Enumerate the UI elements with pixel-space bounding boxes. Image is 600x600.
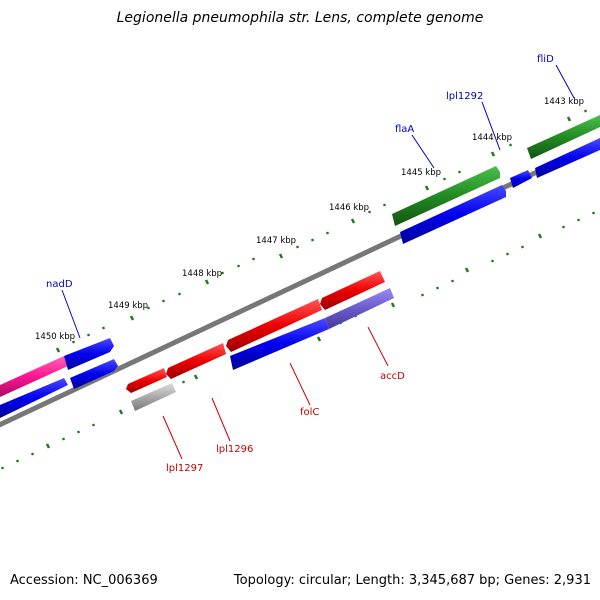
feature-flaA-cds[interactable] (400, 185, 506, 244)
gene-label-fliD[interactable]: fliD (537, 54, 554, 65)
forward-features (0, 115, 600, 418)
feature-folC-cds[interactable] (230, 318, 329, 370)
major-tick (204, 279, 210, 285)
scale-label-1449: 1449 kbp (108, 301, 148, 311)
accession-text: Accession: NC_006369 (10, 573, 158, 588)
feature-lpl1297-pseudo[interactable] (131, 383, 176, 411)
major-tick (316, 336, 322, 342)
major-tick (55, 347, 61, 353)
gene-label-folC[interactable]: folC (300, 407, 319, 418)
feature-folC-gene[interactable] (226, 299, 322, 352)
gene-label-accD[interactable]: accD (380, 371, 405, 382)
scale-label-1448: 1448 kbp (182, 269, 222, 279)
leader-flaA (411, 134, 435, 169)
major-tick (537, 233, 543, 239)
scale-label-1444: 1444 kbp (472, 133, 512, 143)
leader-lpl1292 (481, 101, 501, 151)
reverse-features (126, 271, 394, 411)
major-tick (129, 315, 135, 321)
gene-label-flaA[interactable]: flaA (395, 124, 414, 135)
feature-flaA-gene[interactable] (392, 166, 500, 226)
feature-lpl1297-gene[interactable] (126, 368, 167, 393)
leader-folC (289, 362, 311, 406)
major-tick (464, 267, 470, 273)
feature-fliD-gene[interactable] (527, 115, 600, 159)
major-tick (193, 374, 199, 380)
leader-nadD (61, 289, 81, 339)
scale-label-1450: 1450 kbp (35, 332, 75, 342)
leader-lpl1297 (162, 415, 183, 460)
feature-accD-overlap[interactable] (325, 288, 394, 329)
gene-label-lpl1296[interactable]: lpl1296 (216, 444, 253, 455)
feature-fliD-cds[interactable] (535, 138, 600, 178)
scale-label-1447: 1447 kbp (256, 236, 296, 246)
feature-lpl1292-cds[interactable] (510, 170, 532, 188)
feature-nadD-cds-b[interactable] (0, 378, 68, 418)
leader-fliD (555, 64, 575, 99)
gene-label-lpl1292[interactable]: lpl1292 (446, 91, 483, 102)
outer-tick-ring (55, 109, 588, 353)
major-tick (390, 302, 396, 308)
major-tick (350, 218, 356, 224)
feature-accD-gene[interactable] (320, 271, 385, 310)
gene-label-nadD[interactable]: nadD (46, 279, 73, 290)
major-tick (424, 185, 430, 191)
leader-lpl1296 (211, 397, 231, 442)
major-tick (490, 151, 496, 157)
feature-nadD-rna[interactable] (0, 356, 68, 397)
gene-label-lpl1297[interactable]: lpl1297 (166, 463, 203, 474)
feature-nadD-cds-c[interactable] (70, 359, 118, 389)
major-tick (118, 409, 124, 415)
feature-nadD-cds-a[interactable] (64, 338, 114, 370)
major-tick (278, 253, 284, 259)
major-tick (45, 443, 51, 449)
genome-summary-text: Topology: circular; Length: 3,345,687 bp… (233, 573, 591, 588)
major-tick (566, 116, 572, 122)
scale-label-1446: 1446 kbp (329, 203, 369, 213)
feature-lpl1296-gene[interactable] (166, 343, 226, 379)
map-title: Legionella pneumophila str. Lens, comple… (116, 10, 484, 26)
scale-label-1443: 1443 kbp (544, 97, 584, 107)
scale-label-1445: 1445 kbp (401, 168, 441, 178)
leader-accD (367, 326, 389, 367)
